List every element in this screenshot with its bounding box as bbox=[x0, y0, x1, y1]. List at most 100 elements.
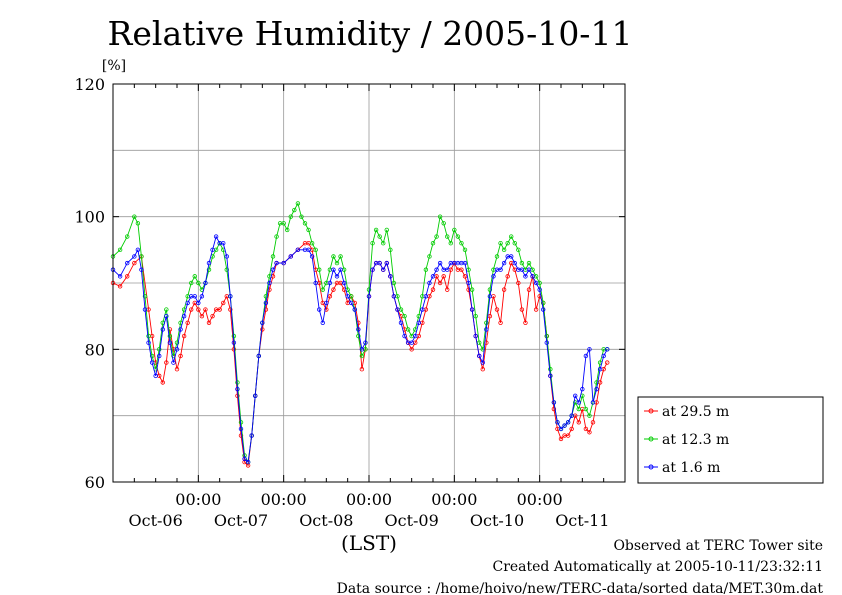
data-point bbox=[526, 267, 532, 272]
data-point bbox=[526, 260, 532, 266]
y-tick-labels: 60 80 100 120 bbox=[74, 75, 625, 492]
data-point bbox=[285, 227, 290, 233]
data-point bbox=[196, 300, 201, 306]
data-point bbox=[352, 307, 357, 312]
data-point bbox=[317, 307, 322, 312]
data-point bbox=[569, 413, 574, 418]
data-point bbox=[398, 320, 404, 325]
data-point bbox=[270, 254, 276, 259]
legend-marker bbox=[648, 408, 654, 414]
data-point bbox=[160, 380, 165, 385]
data-point bbox=[430, 240, 436, 246]
data-point bbox=[327, 294, 333, 299]
data-point bbox=[487, 287, 493, 292]
data-point bbox=[505, 274, 510, 279]
series-1 bbox=[110, 201, 610, 465]
data-point bbox=[526, 287, 532, 292]
data-point bbox=[590, 400, 596, 405]
data-point bbox=[178, 327, 183, 332]
data-point bbox=[437, 280, 443, 286]
data-point bbox=[324, 307, 329, 312]
data-point bbox=[135, 247, 141, 253]
data-point bbox=[302, 221, 308, 226]
y-tick-label: 100 bbox=[74, 208, 105, 227]
y-tick-label: 120 bbox=[74, 75, 105, 94]
chart-title: Relative Humidity / 2005-10-11 bbox=[108, 14, 633, 53]
data-point bbox=[157, 347, 162, 352]
data-point bbox=[466, 280, 471, 286]
data-point bbox=[132, 214, 137, 219]
x-axis-unit: (LST) bbox=[341, 531, 397, 555]
data-point bbox=[487, 294, 493, 299]
data-point bbox=[199, 294, 205, 299]
data-point bbox=[501, 260, 507, 266]
data-point bbox=[185, 320, 190, 325]
data-point bbox=[281, 221, 286, 226]
data-point bbox=[228, 307, 233, 312]
data-point bbox=[587, 430, 592, 435]
data-point bbox=[437, 214, 443, 219]
legend-marker bbox=[648, 436, 654, 442]
data-point bbox=[469, 307, 475, 312]
data-point bbox=[580, 386, 585, 392]
data-point bbox=[125, 234, 130, 239]
data-point bbox=[263, 294, 269, 299]
x-time-label: 00:00 bbox=[261, 490, 307, 509]
data-point bbox=[512, 260, 517, 266]
data-point bbox=[405, 327, 411, 332]
data-point bbox=[512, 240, 517, 246]
data-point bbox=[189, 280, 194, 286]
data-point bbox=[537, 287, 542, 292]
data-point bbox=[171, 360, 176, 365]
data-point bbox=[331, 267, 336, 272]
data-point bbox=[306, 247, 311, 253]
data-point bbox=[228, 294, 233, 299]
data-point bbox=[562, 423, 567, 428]
data-point bbox=[213, 234, 219, 239]
data-point bbox=[206, 320, 212, 325]
data-point bbox=[253, 393, 258, 398]
data-point bbox=[388, 274, 393, 279]
data-point bbox=[541, 300, 546, 306]
data-point bbox=[320, 320, 325, 325]
data-point bbox=[441, 221, 446, 226]
x-day-label: Oct-06 bbox=[129, 511, 183, 530]
data-point bbox=[341, 280, 347, 286]
data-point bbox=[427, 254, 432, 259]
data-point bbox=[409, 340, 414, 345]
data-point bbox=[533, 307, 539, 312]
data-point bbox=[423, 294, 429, 299]
data-point bbox=[551, 400, 557, 405]
data-point bbox=[132, 260, 137, 266]
data-point bbox=[583, 426, 589, 432]
data-point bbox=[359, 347, 365, 352]
data-point bbox=[309, 254, 315, 259]
data-point bbox=[221, 300, 226, 306]
data-point bbox=[381, 267, 386, 272]
data-point bbox=[149, 360, 155, 365]
data-point bbox=[445, 287, 450, 292]
data-point bbox=[452, 227, 457, 233]
data-point bbox=[434, 234, 439, 239]
legend-label: at 12.3 m bbox=[662, 432, 729, 448]
data-point bbox=[576, 420, 581, 425]
footer-source: Data source : /home/hoivo/new/TERC-data/… bbox=[337, 581, 824, 595]
data-point bbox=[462, 247, 468, 253]
data-point bbox=[430, 274, 436, 279]
data-point bbox=[181, 313, 187, 319]
data-point bbox=[217, 307, 222, 312]
data-point bbox=[334, 260, 340, 266]
data-point bbox=[153, 373, 158, 379]
data-point bbox=[427, 280, 432, 286]
data-point bbox=[402, 313, 407, 319]
data-point bbox=[164, 360, 169, 365]
data-point bbox=[149, 353, 155, 359]
data-point bbox=[391, 280, 397, 286]
data-point bbox=[370, 240, 375, 246]
data-point bbox=[331, 287, 336, 292]
data-point bbox=[267, 287, 272, 292]
data-point bbox=[420, 307, 425, 312]
y-axis-unit: [%] bbox=[102, 58, 126, 74]
x-day-label: Oct-08 bbox=[299, 511, 353, 530]
data-point bbox=[189, 307, 194, 312]
